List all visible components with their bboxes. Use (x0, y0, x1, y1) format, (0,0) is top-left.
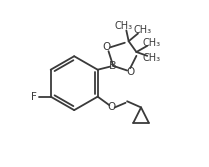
Text: B: B (109, 61, 117, 71)
Text: O: O (107, 102, 116, 112)
Text: CH₃: CH₃ (115, 21, 133, 31)
Text: F: F (32, 92, 37, 102)
Text: CH₃: CH₃ (143, 38, 161, 48)
Text: O: O (126, 67, 134, 77)
Text: CH₃: CH₃ (143, 53, 161, 63)
Text: CH₃: CH₃ (134, 25, 152, 35)
Text: O: O (103, 42, 111, 52)
